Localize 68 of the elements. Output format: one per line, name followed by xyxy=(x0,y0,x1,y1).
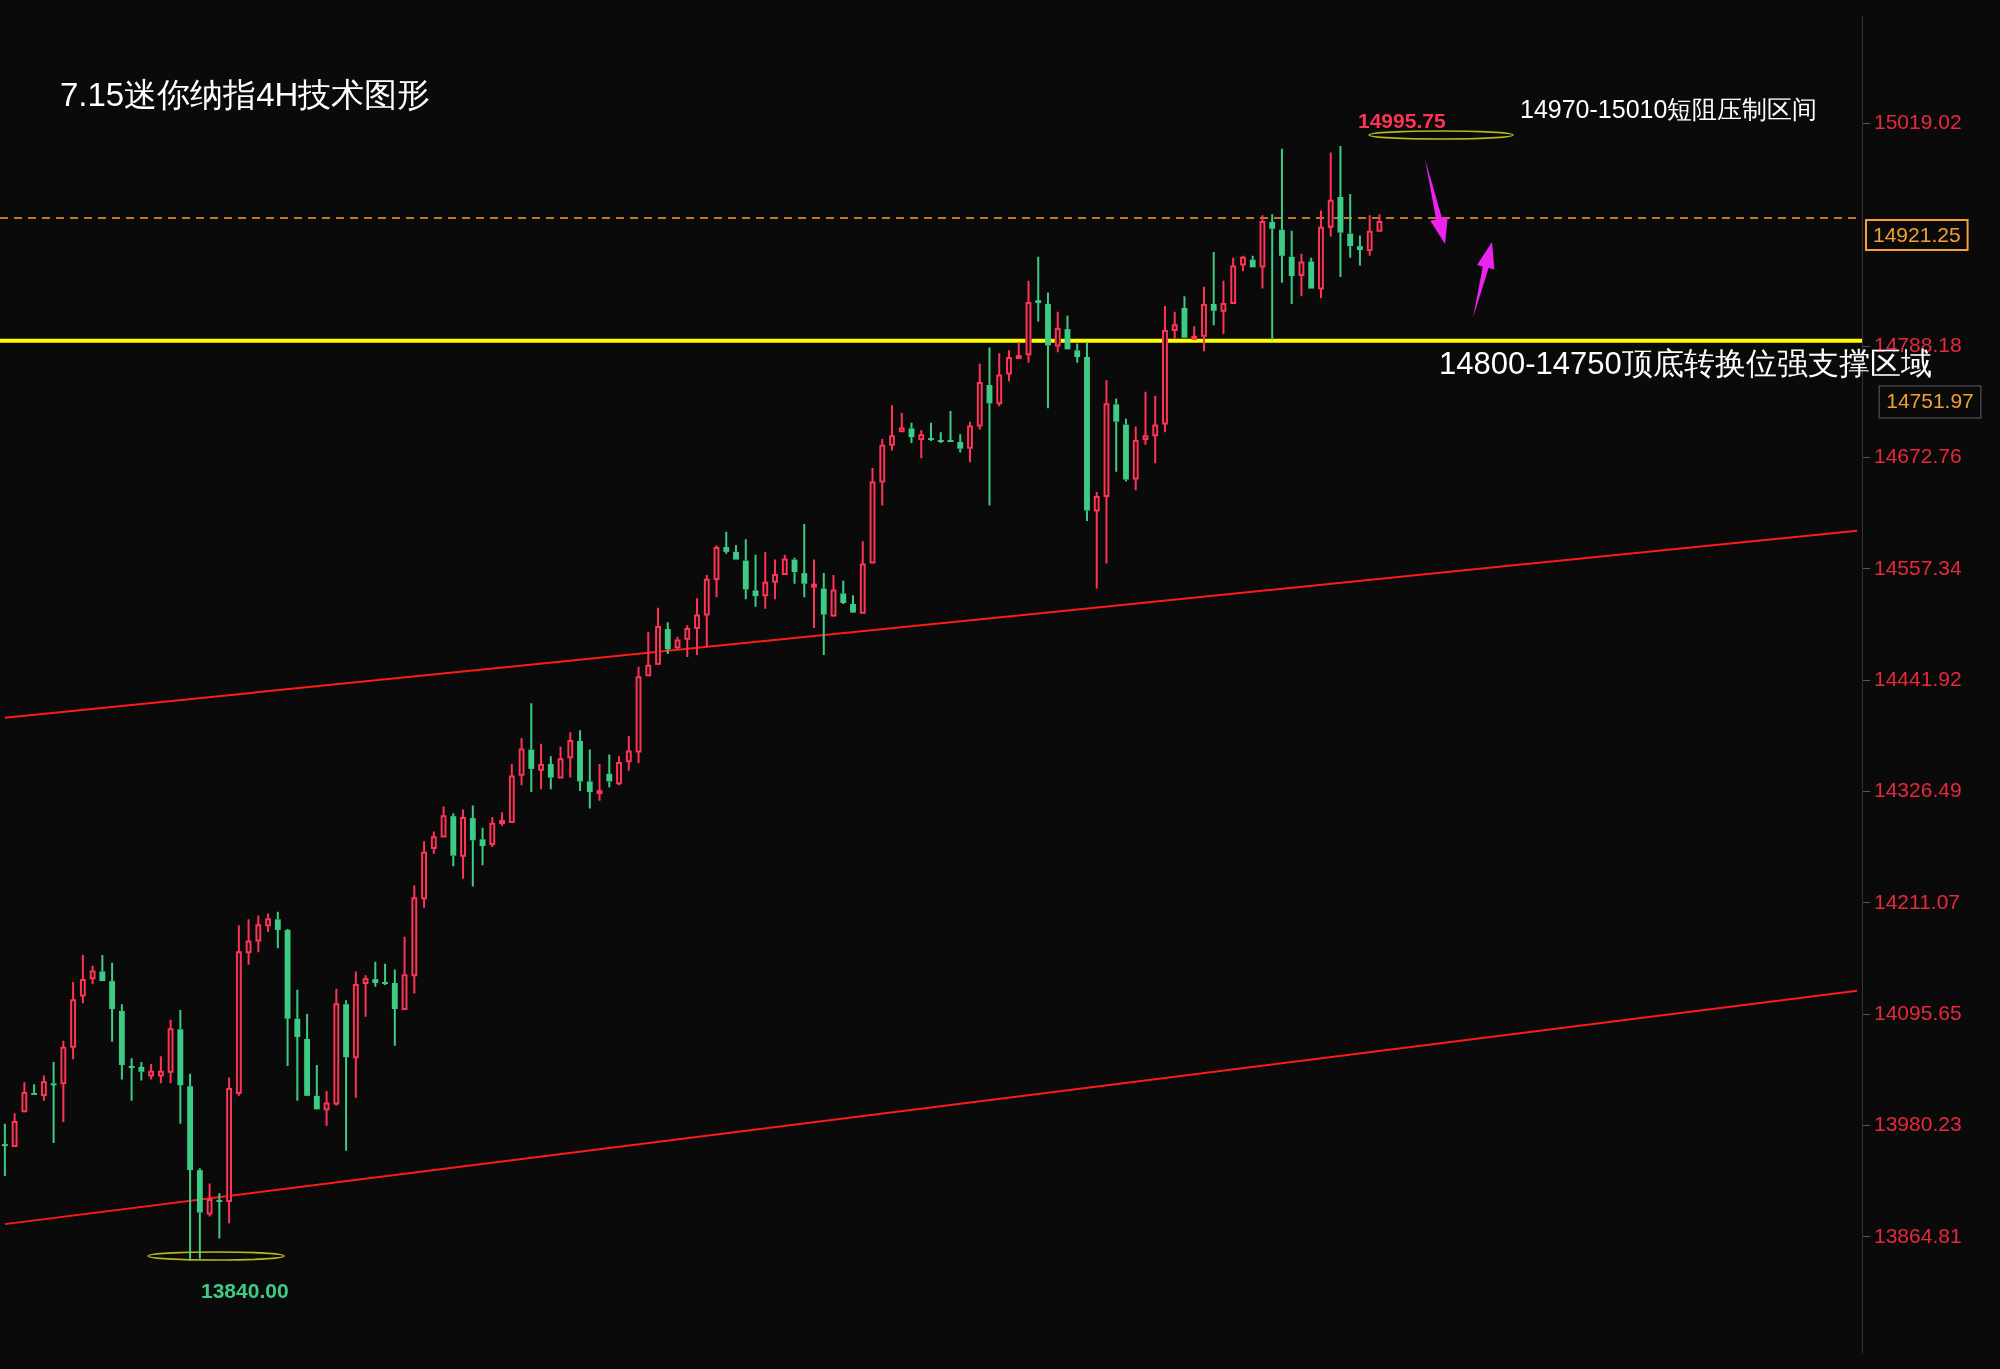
candlestick xyxy=(196,1167,203,1260)
candlestick xyxy=(479,826,486,867)
y-tick-label: 14672.76 xyxy=(1874,444,1962,468)
candlestick xyxy=(469,804,476,888)
candlestick xyxy=(118,1003,125,1081)
y-tick-label: 13980.23 xyxy=(1874,1112,1962,1136)
candlestick xyxy=(31,1083,38,1095)
candlestick xyxy=(284,929,291,1067)
candlestick xyxy=(928,421,934,441)
candlestick xyxy=(216,1192,223,1240)
y-tick-label: 14095.65 xyxy=(1874,1001,1962,1024)
candlestick xyxy=(372,960,379,988)
candlestick xyxy=(138,1061,145,1082)
y-tick-label: 15019.02 xyxy=(1874,110,1962,134)
annotation: 13840.00 xyxy=(201,1278,289,1302)
candlestick xyxy=(450,812,457,868)
candlestick xyxy=(723,530,730,555)
candlestick xyxy=(1,1122,8,1177)
candlestick xyxy=(99,954,106,982)
candlestick xyxy=(937,431,944,443)
text: 7.15迷你纳指4H技术图形 xyxy=(60,76,431,114)
y-tick-label: 14211.07 xyxy=(1874,889,1961,913)
candlestick xyxy=(733,544,739,560)
y-tick-label: 14557.34 xyxy=(1874,555,1962,579)
candlestick xyxy=(1113,397,1120,473)
candlestick xyxy=(1269,213,1276,341)
candlestick xyxy=(801,522,808,599)
annotation: 14995.75 xyxy=(1358,108,1446,132)
y-tick-label: 13864.81 xyxy=(1874,1223,1962,1247)
y-tick-label: 14326.49 xyxy=(1874,778,1962,802)
candlestick xyxy=(1123,417,1129,483)
candlestick xyxy=(294,988,301,1102)
candlestick xyxy=(382,962,388,985)
candlestick xyxy=(1347,193,1354,259)
candlestick xyxy=(343,999,349,1152)
candlestick xyxy=(664,621,671,656)
candlestick xyxy=(1308,256,1315,289)
candlestick xyxy=(586,748,593,810)
candlestick xyxy=(1210,250,1217,327)
candlestick xyxy=(177,1009,184,1125)
candlestick xyxy=(742,538,749,601)
candlestick xyxy=(313,1063,320,1110)
candlestick xyxy=(547,755,554,791)
candlestick xyxy=(1084,341,1090,523)
candlestick xyxy=(1288,229,1295,306)
candlestick xyxy=(1357,234,1363,267)
candlestick xyxy=(577,729,583,793)
y-tick-label: 14441.92 xyxy=(1874,667,1962,691)
candlestick xyxy=(528,702,535,794)
candlestick xyxy=(1045,291,1051,410)
ref-line-label: 14921.25 xyxy=(1873,222,1961,246)
candlestick xyxy=(304,1012,311,1096)
candlestick xyxy=(391,968,398,1047)
candlestick xyxy=(606,753,613,789)
candlestick xyxy=(957,433,964,454)
annotation: 14970-15010短阻压制区间 xyxy=(1520,94,1818,123)
candlestick xyxy=(850,594,856,613)
candlestick xyxy=(187,1072,194,1262)
candlestick xyxy=(1035,255,1042,323)
candlestick xyxy=(1279,147,1285,284)
candlestick xyxy=(820,572,827,657)
candlestick xyxy=(274,910,281,950)
candlestick xyxy=(109,961,116,1043)
candlestick xyxy=(50,1061,57,1145)
candlestick xyxy=(1074,342,1081,364)
candlestick xyxy=(128,1057,135,1102)
text: 14751.97 xyxy=(1886,388,1974,412)
candlestick xyxy=(1249,254,1256,268)
